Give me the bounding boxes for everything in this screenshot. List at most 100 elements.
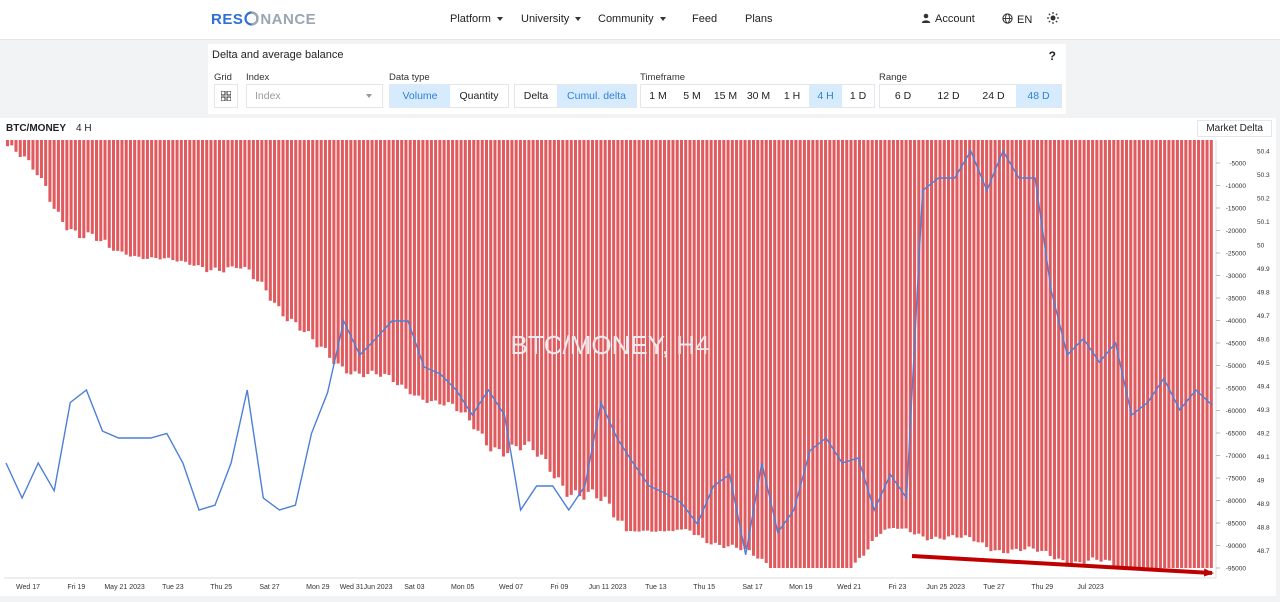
resonance-logo[interactable]: RES NANCE [211,11,316,28]
delta-balance-chart[interactable]: BTC/MONEY, H4 -5000 -10000 -15000 -20000 -25… [0,118,1276,596]
time-axis-label: Tue 23 [162,584,184,591]
range-24d[interactable]: 24 D [982,90,1005,102]
delta-bar [141,140,145,260]
delta-bar [408,140,412,395]
delta-bar [391,140,395,382]
market-delta-button[interactable]: Market Delta [1197,120,1272,137]
nav-university-label: University [521,13,570,25]
delta-bar [442,140,446,406]
data-type-volume[interactable]: Volume [390,85,450,107]
timeframe-30m[interactable]: 30 M [746,90,771,102]
delta-bar [807,140,811,568]
chart-container: BTC/MONEY 4 H Market Delta BTC/MONEY, H4… [0,118,1276,596]
delta-bar [773,140,777,568]
range-48d[interactable]: 48 D [1016,85,1061,107]
timeframe-1h[interactable]: 1 H [783,90,801,102]
nav-university[interactable]: University [521,13,582,25]
delta-bar [374,140,378,375]
delta-bar [1061,140,1065,561]
delta-bar [306,140,310,332]
delta-bar [768,140,772,568]
delta-bar [247,140,251,270]
balance-axis-label: 50.2 [1257,196,1270,203]
delta-bar [175,140,179,262]
theme-toggle[interactable] [1047,12,1059,27]
delta-axis-label: -70000 [1226,453,1247,460]
index-select[interactable]: Index [246,84,383,108]
delta-bar [107,140,111,248]
delta-bar [552,140,556,479]
delta-bar [78,140,82,239]
delta-bar [904,140,908,529]
range-6d[interactable]: 6 D [894,90,912,102]
delta-bar [696,140,700,536]
timeframe-5m[interactable]: 5 M [683,90,701,102]
delta-bar [891,140,895,529]
delta-axis-label: -5000 [1229,161,1246,168]
nav-plans[interactable]: Plans [745,13,773,25]
data-type-quantity[interactable]: Quantity [459,90,499,102]
time-axis-label: Sat 17 [742,584,762,591]
time-axis-label: Mon 19 [789,584,812,591]
delta-bar [209,140,213,271]
balance-axis-label: 49.4 [1257,384,1270,391]
nav-feed[interactable]: Feed [692,13,717,25]
delta-bar [289,140,294,319]
delta-type-cumulative[interactable]: Cumul. delta [557,85,636,107]
grid-button[interactable] [214,84,238,108]
delta-bar [573,140,578,491]
delta-bar [514,140,518,447]
time-axis-label: May 21 2023 [104,584,145,591]
delta-bar [853,140,857,563]
help-button[interactable]: ? [1048,49,1056,63]
range-label: Range [879,72,907,83]
language-button[interactable]: EN [1002,13,1032,26]
delta-bar [137,140,141,257]
balance-axis-label: 49.3 [1257,407,1270,414]
timeframe-15m[interactable]: 15 M [713,90,738,102]
time-axis-label: Wed 31Jun 2023 [340,584,393,591]
delta-bar [294,140,298,323]
delta-bar [383,140,387,374]
delta-bar [1078,140,1082,563]
nav-platform[interactable]: Platform [450,13,503,25]
range-12d[interactable]: 12 D [937,90,960,102]
delta-bar [1099,140,1103,562]
delta-bar [743,140,747,549]
delta-axis-label: -80000 [1226,498,1247,505]
delta-bar [1044,140,1048,551]
delta-axis-label: -10000 [1226,183,1247,190]
delta-bar [345,140,349,374]
delta-bar [883,140,887,530]
delta-type-delta[interactable]: Delta [523,90,549,102]
account-button[interactable]: Account [921,13,975,25]
delta-bar [540,140,544,455]
delta-bar [726,140,730,547]
delta-bar [1167,140,1171,568]
nav-community[interactable]: Community [598,13,666,25]
delta-bar [1120,140,1124,568]
time-axis-label: Thu 15 [693,584,715,591]
balance-axis-label: 49.9 [1257,266,1270,273]
delta-bar [484,140,489,446]
timeframe-1d[interactable]: 1 D [849,90,867,102]
data-type-label: Data type [389,72,430,83]
nav-feed-label: Feed [692,13,718,25]
delta-bar [1048,140,1052,556]
delta-bar [955,140,959,538]
delta-bar [764,140,768,563]
time-axis-label: Tue 13 [645,584,667,591]
balance-axis-label: 49 [1257,478,1265,485]
time-axis-label: Mon 05 [451,584,474,591]
nav-plans-label: Plans [745,13,773,25]
timeframe-4h[interactable]: 4 H [809,85,842,107]
grid-label: Grid [214,72,232,83]
balance-axis: 50.4 50.3 50.2 50.1 50 49.9 49.8 49.7 49.6 49.5 49… [1257,149,1270,556]
delta-bar [69,140,73,230]
timeframe-1m[interactable]: 1 M [649,90,667,102]
delta-bar [650,140,654,532]
delta-bar [476,140,480,431]
delta-bar [14,140,18,152]
delta-bar [633,140,637,532]
delta-bar [27,140,31,161]
